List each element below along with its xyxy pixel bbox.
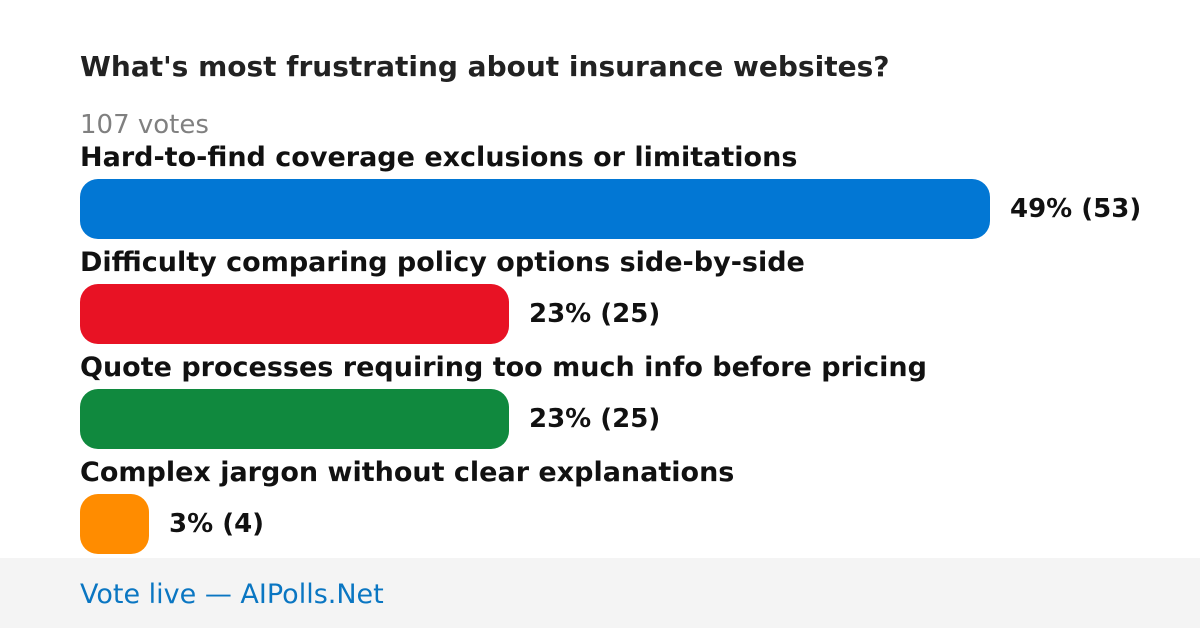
option-bar xyxy=(80,389,509,449)
poll-option-3: Quote processes requiring too much info … xyxy=(80,352,1180,452)
poll-option-4: Complex jargon without clear explanation… xyxy=(80,457,1180,557)
option-label: Quote processes requiring too much info … xyxy=(80,352,927,383)
poll-title: What's most frustrating about insurance … xyxy=(80,50,890,83)
option-value: 23% (25) xyxy=(529,404,661,434)
option-bar xyxy=(80,284,509,344)
poll-option-1: Hard-to-find coverage exclusions or limi… xyxy=(80,142,1180,242)
option-label: Complex jargon without clear explanation… xyxy=(80,457,735,488)
footer: Vote live — AIPolls.Net xyxy=(0,558,1200,628)
option-label: Difficulty comparing policy options side… xyxy=(80,247,805,278)
vote-count: 107 votes xyxy=(80,110,209,140)
option-value: 3% (4) xyxy=(169,509,265,539)
option-value: 49% (53) xyxy=(1010,194,1142,224)
option-label: Hard-to-find coverage exclusions or limi… xyxy=(80,142,798,173)
option-bar xyxy=(80,494,149,554)
option-value: 23% (25) xyxy=(529,299,661,329)
vote-live-link[interactable]: Vote live — AIPolls.Net xyxy=(80,579,384,610)
poll-option-2: Difficulty comparing policy options side… xyxy=(80,247,1180,347)
option-bar xyxy=(80,179,990,239)
